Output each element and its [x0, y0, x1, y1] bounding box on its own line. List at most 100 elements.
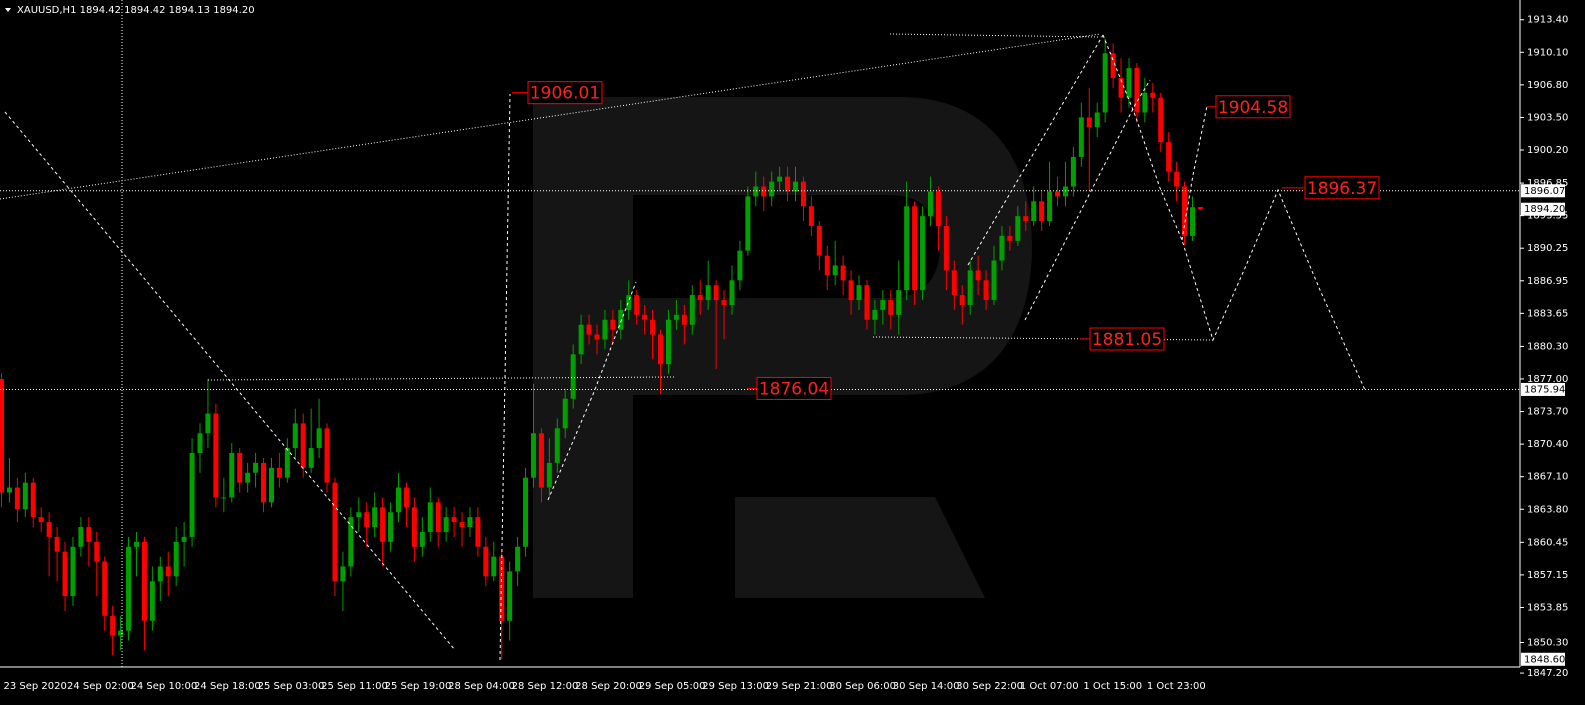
candle-body [459, 522, 465, 528]
candle-body [268, 467, 274, 503]
candle-body [713, 285, 719, 301]
candle-body [912, 206, 918, 291]
candle-body [808, 206, 814, 227]
candle-body [1055, 191, 1061, 197]
candle-body [1062, 186, 1068, 197]
candle-body [308, 448, 314, 468]
candle-body [1007, 235, 1013, 241]
y-tick-label: 1883.65 [1527, 308, 1568, 319]
candle-body [1174, 171, 1180, 187]
candle-body [1150, 92, 1156, 98]
candle-body [1142, 92, 1148, 113]
candle-body [46, 522, 52, 537]
candle-body [427, 502, 433, 532]
candle-body [324, 428, 330, 483]
candle-body [1078, 117, 1084, 157]
candle-body [999, 235, 1005, 261]
candle-body [165, 566, 171, 577]
candle-body [221, 497, 227, 499]
candle-body [435, 502, 441, 532]
x-tick-label: 24 Sep 02:00 [67, 681, 134, 692]
candle-body [292, 423, 298, 449]
candle-body [864, 285, 870, 320]
candle-body [1086, 117, 1092, 128]
x-tick-label: 30 Sep 14:00 [893, 681, 960, 692]
candle-body [189, 453, 195, 537]
candle-body [1197, 207, 1203, 210]
candle-body [110, 615, 116, 636]
candle-body [1158, 97, 1164, 143]
candle-body [261, 462, 267, 503]
candle-body [959, 295, 965, 305]
candle-body [888, 300, 894, 315]
candle-body [30, 482, 36, 518]
y-tick-label: 1913.40 [1527, 15, 1568, 26]
candle-body [62, 551, 68, 597]
candle-body [538, 433, 544, 488]
candle-body [419, 531, 425, 547]
header-quote: XAUUSD,H1 1894.42 1894.42 1894.13 1894.2… [17, 5, 255, 16]
candle-body [380, 507, 386, 542]
level-box [1215, 95, 1291, 119]
candle-body [1023, 216, 1029, 222]
candle-body [22, 482, 28, 510]
level-label: 1896.37 [1307, 179, 1377, 199]
x-tick-label: 30 Sep 22:00 [956, 681, 1023, 692]
candle-body [816, 226, 822, 256]
candle-body [618, 309, 624, 330]
candle-body [300, 423, 306, 468]
candle-body [824, 255, 830, 276]
candle-body [356, 512, 362, 518]
candle-body [0, 378, 4, 493]
level-box [1089, 327, 1165, 351]
x-tick-label: 29 Sep 05:00 [639, 681, 706, 692]
candle-body [1190, 207, 1195, 236]
candle-body [665, 319, 671, 365]
candle-body [578, 324, 584, 355]
candle-body [396, 487, 401, 513]
candle-body [205, 413, 211, 434]
candle-body [78, 527, 84, 547]
x-tick-label: 1 Oct 07:00 [1020, 681, 1079, 692]
candle-body [634, 295, 640, 315]
candle-body [507, 571, 513, 621]
candle-body [737, 250, 743, 281]
candle-body [1039, 201, 1045, 222]
candle-body [1182, 186, 1188, 236]
candle-body [173, 541, 179, 577]
candle-body [785, 176, 791, 192]
x-tick-label: 25 Sep 03:00 [258, 681, 325, 692]
candle-body [927, 191, 933, 217]
candle-body [769, 181, 775, 197]
candle-body [1126, 68, 1132, 98]
candle-body [610, 319, 616, 330]
candle-body [133, 541, 139, 547]
trend-line [4, 111, 456, 651]
y-tick-label: 1847.20 [1527, 668, 1568, 679]
level-box [756, 376, 832, 400]
price-tag-label: 1894.20 [1524, 204, 1565, 215]
price-tag [1521, 382, 1565, 396]
candle-body [245, 472, 251, 483]
candle-body [141, 541, 147, 621]
menu-arrow[interactable] [5, 8, 11, 12]
x-tick-label: 25 Sep 11:00 [321, 681, 388, 692]
candle-body [118, 630, 124, 636]
x-tick-label: 1 Oct 23:00 [1147, 681, 1206, 692]
candle-body [38, 517, 44, 523]
candle-body [284, 448, 290, 478]
candle-body [530, 433, 536, 478]
candle-body [1110, 53, 1116, 78]
candle-body [650, 319, 656, 335]
candle-body [197, 433, 203, 454]
x-tick-label: 1 Oct 15:00 [1083, 681, 1142, 692]
x-tick-label: 28 Sep 04:00 [448, 681, 515, 692]
y-tick-label: 1903.50 [1527, 112, 1568, 123]
candle-body [332, 482, 338, 582]
overlay: 1906.01 1904.58 1896.37 1881.05 1876.04 [0, 81, 1520, 400]
candle-body [523, 477, 529, 547]
trend-line [889, 33, 1101, 38]
candle-body [411, 507, 417, 547]
candle-body [626, 295, 632, 310]
